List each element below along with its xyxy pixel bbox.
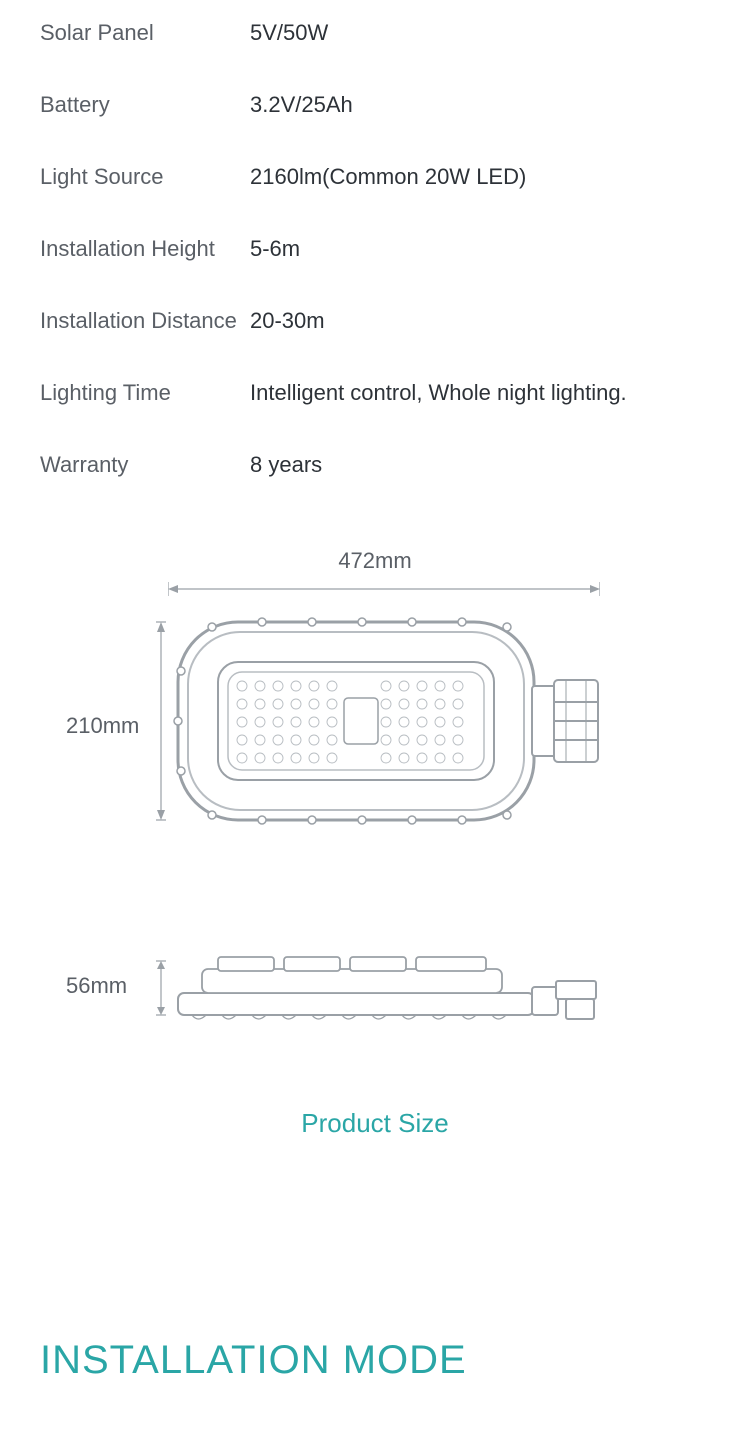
spec-label: Installation Height [40, 236, 250, 262]
product-side-view-icon [152, 943, 602, 1023]
spec-label: Light Source [40, 164, 250, 190]
product-top-view-icon [152, 616, 602, 826]
product-diagram: 472mm 210mm 56mm [0, 548, 750, 1068]
spec-value: 3.2V/25Ah [250, 92, 353, 118]
spec-value: 20-30m [250, 308, 325, 334]
spec-value: 5V/50W [250, 20, 328, 46]
spec-value: 8 years [250, 452, 322, 478]
spec-row: Light Source 2160lm(Common 20W LED) [40, 164, 710, 190]
spec-row: Solar Panel 5V/50W [40, 20, 710, 46]
spec-row: Warranty 8 years [40, 452, 710, 478]
dimension-width-label: 472mm [0, 548, 750, 574]
spec-row: Installation Height 5-6m [40, 236, 710, 262]
dimension-depth-label: 56mm [66, 973, 127, 999]
spec-value: 5-6m [250, 236, 300, 262]
spec-label: Installation Distance [40, 308, 250, 334]
spec-value: 2160lm(Common 20W LED) [250, 164, 526, 190]
spec-row: Battery 3.2V/25Ah [40, 92, 710, 118]
dimension-width-line [168, 582, 600, 596]
spec-label: Solar Panel [40, 20, 250, 46]
section-heading: INSTALLATION MODE [40, 1338, 467, 1383]
spec-value: Intelligent control, Whole night lightin… [250, 380, 627, 406]
dimension-height-label: 210mm [66, 713, 139, 739]
spec-label: Lighting Time [40, 380, 250, 406]
spec-label: Battery [40, 92, 250, 118]
spec-row: Lighting Time Intelligent control, Whole… [40, 380, 710, 406]
spec-label: Warranty [40, 452, 250, 478]
spec-row: Installation Distance 20-30m [40, 308, 710, 334]
diagram-caption: Product Size [0, 1108, 750, 1139]
specs-table: Solar Panel 5V/50W Battery 3.2V/25Ah Lig… [0, 0, 750, 478]
